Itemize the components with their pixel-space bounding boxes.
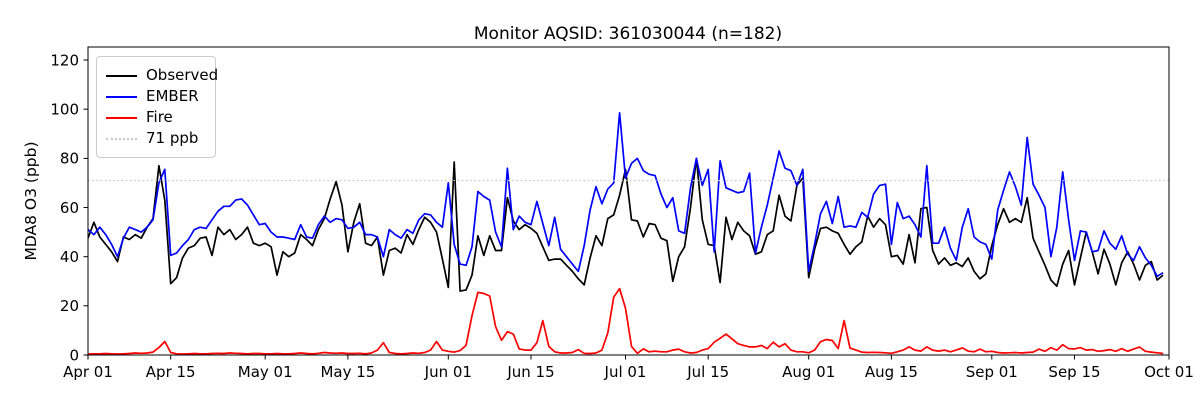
legend-label-threshold: 71 ppb [146,129,199,147]
x-tick-label: May 15 [320,363,375,381]
x-tick-label: Jun 01 [424,363,472,381]
legend-label-fire: Fire [146,108,173,126]
legend: Observed EMBER Fire 71 ppb [96,56,218,158]
ember-line-swatch-icon [106,95,137,98]
fire-line [88,287,1164,355]
x-tick-label: Oct 01 [1144,363,1194,381]
y-tick-label: 60 [60,199,79,217]
y-tick-label: 40 [60,248,79,266]
legend-row-threshold: 71 ppb [106,128,207,149]
x-tick-label: May 01 [238,363,293,381]
observed-line-swatch-icon [106,74,137,77]
x-tick-label: Sep 15 [1048,363,1100,381]
legend-label-observed: Observed [146,66,219,84]
x-tick-label: Jul 15 [686,363,729,381]
legend-row-ember: EMBER [106,86,207,107]
y-tick-label: 20 [60,297,79,315]
chart-title: Monitor AQSID: 361030044 (n=182) [474,24,782,44]
data-series-group [88,112,1164,355]
legend-row-fire: Fire [106,107,207,128]
x-tick-label: Jul 01 [604,363,647,381]
ember-line [88,112,1164,278]
x-tick-label: Sep 01 [966,363,1018,381]
y-tick-label: 100 [50,101,79,119]
x-tick-label: Apr 01 [63,363,113,381]
y-tick-label: 120 [50,51,79,69]
x-tick-label: Aug 15 [865,363,918,381]
y-tick-label: 0 [69,346,79,364]
plot-border [87,46,1170,356]
legend-label-ember: EMBER [146,87,199,105]
legend-row-observed: Observed [106,65,218,86]
y-tick-label: 80 [60,150,79,168]
threshold-line-swatch-icon [106,137,137,140]
x-tick-label: Aug 01 [782,363,835,381]
axis-ticks-group: Apr 01 Apr 15 May 01 May 15 Jun 01 Jun 15 Jul … [50,51,1194,381]
x-tick-label: Apr 15 [146,363,196,381]
x-tick-label: Jun 15 [506,363,554,381]
y-axis-label: MDA8 O3 (ppb) [22,141,40,260]
fire-line-swatch-icon [106,116,137,119]
